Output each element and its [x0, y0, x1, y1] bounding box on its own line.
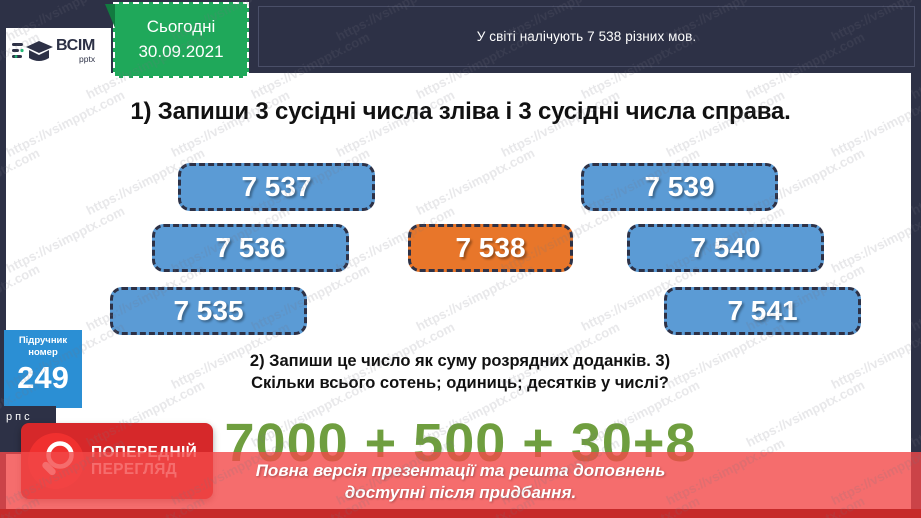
textbook-badge-label-1: Підручник [18, 335, 68, 346]
brand-logo: ВСІМ pptx [6, 28, 111, 74]
task-heading: 1) Запиши 3 сусідні числа зліва і 3 сусі… [130, 98, 791, 125]
brand-suffix: pptx [79, 54, 96, 65]
task-subtext-line-2: Скільки всього сотень; одиниць; десятків… [251, 374, 669, 393]
date-badge-value: 30.09.2021 [138, 42, 224, 61]
purchase-banner-footer [0, 509, 921, 518]
purchase-banner-line-2: доступні після придбання. [344, 483, 577, 502]
textbook-badge-label-2: номер [28, 346, 58, 358]
task-subtext: 2) Запиши це число як суму розрядних дод… [150, 350, 770, 395]
textbook-number-badge: Підручник номер 249 [4, 330, 82, 408]
number-box: 7 538 [408, 224, 573, 272]
date-badge-corner [105, 4, 115, 28]
number-box: 7 540 [627, 224, 824, 272]
textbook-badge-number: 249 [17, 359, 69, 395]
purchase-banner: Повна версія презентації та решта доповн… [0, 452, 921, 512]
task-subtext-line-1: 2) Запиши це число як суму розрядних дод… [249, 352, 671, 370]
brand-wordmark: ВСІМ pptx [56, 38, 95, 64]
brand-name: ВСІМ [56, 37, 96, 55]
number-box: 7 541 [664, 287, 861, 335]
purchase-banner-line-1: Повна версія презентації та решта доповн… [255, 460, 666, 480]
date-badge: Сьогодні 30.09.2021 [105, 2, 249, 78]
number-box: 7 536 [152, 224, 349, 272]
date-badge-label: Сьогодні [146, 17, 216, 37]
graduation-cap-icon [12, 41, 53, 61]
number-box: 7 539 [581, 163, 778, 211]
header-fact-box: У світі налічують 7 538 різних мов. [258, 6, 915, 67]
number-box: 7 535 [110, 287, 307, 335]
header-fact-text: У світі налічують 7 538 різних мов. [476, 29, 697, 44]
number-box: 7 537 [178, 163, 375, 211]
